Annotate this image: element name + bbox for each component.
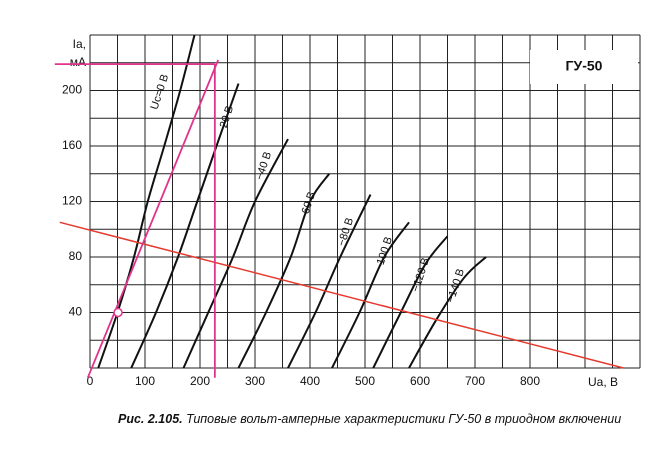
load-line [59, 221, 624, 369]
curve-label: −140 В [445, 267, 467, 304]
curve [408, 256, 487, 369]
curve [182, 138, 289, 369]
x-tick-label: 700 [465, 374, 485, 388]
curve-label: Uc=0 В [149, 73, 172, 111]
y-axis-label: Ia, [73, 37, 86, 51]
x-tick-label: 500 [355, 374, 375, 388]
y-tick-label: 200 [62, 83, 82, 97]
x-tick-label: 200 [190, 374, 210, 388]
curve-label: −60 В [298, 190, 318, 221]
y-tick-label: 120 [62, 194, 82, 208]
x-tick-label: 300 [245, 374, 265, 388]
caption-number: Рис. 2.105. [118, 412, 183, 426]
operating-point [113, 307, 123, 318]
y-axis-unit: мА [70, 55, 86, 69]
x-tick-label: 400 [300, 374, 320, 388]
curve [237, 173, 331, 369]
caption-text: Типовые вольт-амперные характеристики ГУ… [186, 412, 621, 426]
x-tick-label: 600 [410, 374, 430, 388]
label-box [530, 50, 638, 84]
x-tick-label: 100 [135, 374, 155, 388]
x-tick-label: 800 [520, 374, 540, 388]
caption: Рис. 2.105. Типовые вольт-амперные харак… [118, 412, 621, 426]
curve [130, 83, 240, 369]
curve-label: −20 В [216, 104, 236, 135]
x-tick-label: 0 [87, 374, 94, 388]
construction-line [86, 59, 219, 379]
curve [331, 221, 410, 369]
curve-label: −100 В [373, 235, 395, 272]
y-tick-label: 40 [69, 305, 83, 319]
x-axis-label: Ua, В [588, 375, 618, 389]
curve [287, 194, 372, 369]
y-tick-label: 160 [62, 138, 82, 152]
y-tick-label: 80 [69, 249, 83, 263]
curve-label: −40 В [254, 150, 274, 181]
curve [372, 235, 449, 369]
curve-label: −120 В [410, 256, 432, 293]
box-label: ГУ-50 [566, 58, 603, 74]
